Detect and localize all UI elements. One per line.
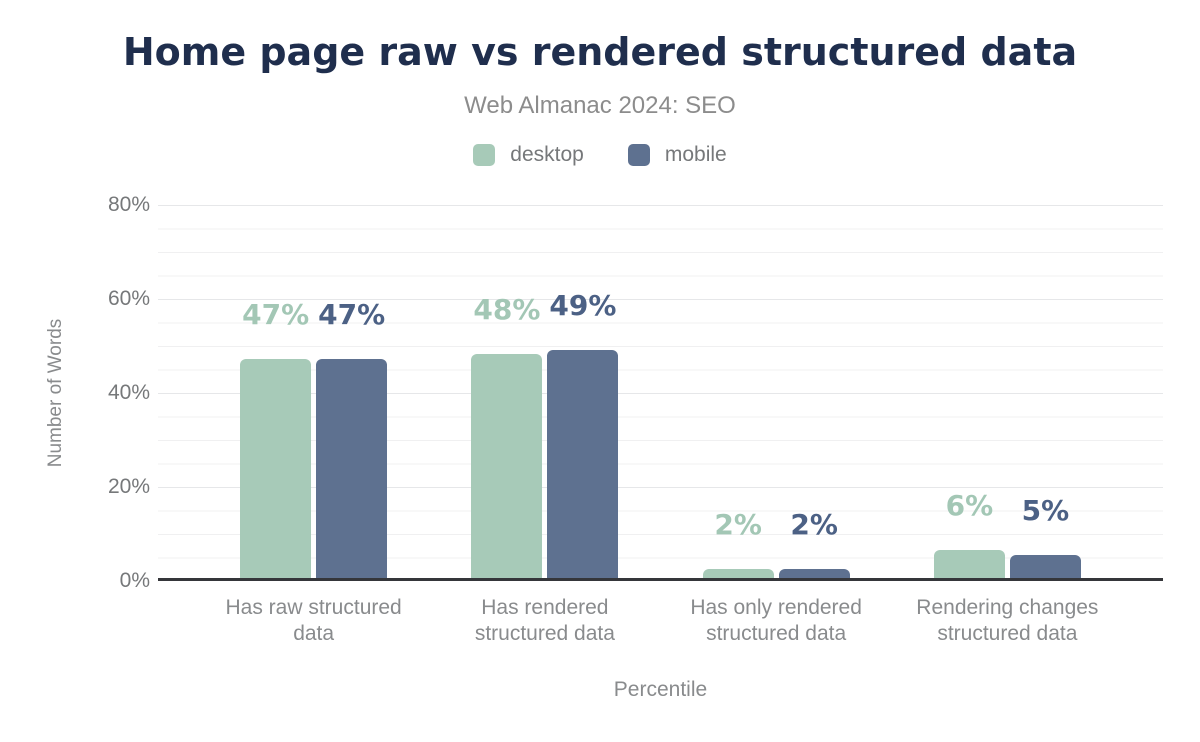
y-tick-20: 20% xyxy=(107,475,150,498)
chart-subtitle: Web Almanac 2024: SEO xyxy=(464,92,736,119)
bar-groups: 47% 47% 48% 49% xyxy=(158,205,1163,578)
bar-value-desktop: 6% xyxy=(945,489,994,523)
bar-column: 6% xyxy=(933,489,1005,578)
bar-column: 5% xyxy=(1009,494,1081,578)
legend-label-mobile: mobile xyxy=(664,143,727,166)
legend-label-desktop: desktop xyxy=(510,143,584,166)
bar-value-mobile: 47% xyxy=(318,298,386,332)
bar-value-desktop: 47% xyxy=(242,298,310,332)
bar-column: 2% xyxy=(702,508,774,578)
desktop-swatch-icon xyxy=(473,144,496,166)
bar-value-mobile: 5% xyxy=(1021,494,1070,528)
x-category-labels: Has raw structured data Has rendered str… xyxy=(158,595,1163,648)
bar-desktop xyxy=(702,569,774,578)
bar-group-has-rendered: 48% 49% xyxy=(429,205,660,578)
mobile-swatch-icon xyxy=(627,144,650,166)
bar-group-rendering-changes: 6% 5% xyxy=(892,205,1123,578)
x-label-only-rendered: Has only rendered structured data xyxy=(690,596,862,646)
chart-title: Home page raw vs rendered structured dat… xyxy=(122,30,1078,74)
bar-value-mobile: 2% xyxy=(790,508,838,542)
x-label-has-raw: Has raw structured data xyxy=(225,596,402,646)
y-tick-0: 0% xyxy=(119,569,150,592)
bar-mobile xyxy=(1009,555,1081,578)
bar-column: 48% xyxy=(471,293,543,578)
bar-column: 2% xyxy=(778,508,850,578)
bar-column: 49% xyxy=(547,289,619,578)
y-tick-60: 60% xyxy=(107,287,150,310)
bar-value-mobile: 49% xyxy=(549,289,617,323)
bar-mobile xyxy=(316,359,388,578)
bar-value-desktop: 2% xyxy=(714,508,762,542)
bar-column: 47% xyxy=(240,298,312,578)
bar-column: 47% xyxy=(316,298,388,578)
legend: desktop mobile xyxy=(0,143,1200,167)
plot-area: 47% 47% 48% 49% xyxy=(158,205,1163,581)
bar-mobile xyxy=(778,569,850,578)
bar-desktop xyxy=(933,550,1005,578)
y-tick-80: 80% xyxy=(107,193,150,216)
x-axis-title: Percentile xyxy=(613,678,708,701)
legend-item-mobile[interactable]: mobile xyxy=(627,143,727,167)
bar-desktop xyxy=(471,354,543,578)
y-tick-40: 40% xyxy=(107,381,150,404)
x-label-rendering-changes: Rendering changes structured data xyxy=(916,596,1099,646)
bar-group-has-raw: 47% 47% xyxy=(198,205,429,578)
bar-desktop xyxy=(240,359,312,578)
x-label-has-rendered: Has rendered structured data xyxy=(474,596,615,646)
bar-group-only-rendered: 2% 2% xyxy=(661,205,892,578)
bar-value-desktop: 48% xyxy=(473,293,541,327)
bar-mobile xyxy=(547,350,619,578)
legend-item-desktop[interactable]: desktop xyxy=(473,143,584,167)
